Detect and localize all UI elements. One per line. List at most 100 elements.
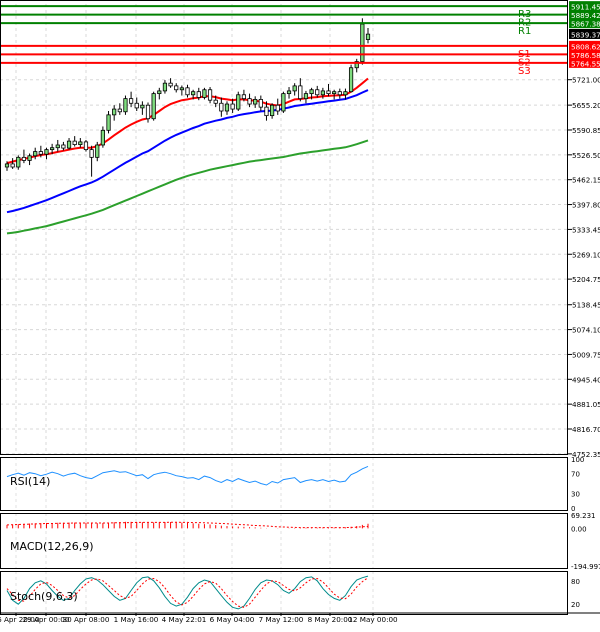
candle-body (292, 85, 297, 92)
level-price-label: 5911.45 (571, 3, 600, 12)
candle-body (264, 106, 269, 117)
candle-body (83, 141, 89, 151)
candle-body (365, 33, 371, 40)
price-tick-label: 4881.05 (572, 400, 600, 409)
level-price-label: 5764.55 (571, 59, 600, 68)
price-tick-label: 5462.15 (572, 176, 600, 185)
rsi-label: RSI(14) (10, 475, 50, 488)
rsi-tick-label: 100 (571, 456, 584, 464)
rsi-line (6, 465, 369, 486)
price-tick-label: 5204.75 (572, 275, 600, 284)
stoch-d-line (6, 577, 369, 608)
candle-body (145, 104, 151, 120)
candle-body (224, 103, 230, 112)
candle-body (66, 140, 72, 149)
price-tick-label: 4816.70 (572, 425, 600, 434)
time-tick-label: 7 May 12:00 (259, 615, 304, 624)
macd-tick-label: -194.997 (571, 563, 600, 571)
level-price-label: 5786.58 (571, 51, 600, 60)
candle-body (236, 94, 241, 110)
price-axis: 5721.00 5655.20 5590.85 5526.50 5462.15 5397.… (568, 76, 600, 459)
candle-body (10, 163, 15, 168)
candle-body (168, 82, 173, 87)
level-price-label: 5889.42 (571, 11, 600, 20)
candle-body (337, 91, 342, 96)
level-price-tag (569, 49, 600, 60)
macd-tick-label: 69.231 (571, 512, 596, 520)
candle-body (320, 90, 325, 96)
candle-body (123, 98, 128, 113)
candle-body (4, 163, 10, 168)
candle-body (326, 90, 331, 95)
stoch-k-line (6, 575, 369, 610)
candle-body (270, 104, 275, 117)
candle-body (38, 151, 43, 155)
level-price-tag (569, 9, 600, 20)
level-price-tag (569, 57, 600, 68)
candle-body (315, 89, 320, 96)
stoch-label: Stoch(9,6,3) (10, 590, 78, 603)
candlesticks (4, 18, 371, 177)
macd-tick-label: 0.00 (571, 525, 587, 533)
rsi-tick-label: 30 (571, 490, 580, 498)
rsi-tick-label: 0 (571, 505, 575, 513)
price-tick-label: 5138.45 (572, 301, 600, 310)
time-tick-label: 6 May 04:00 (210, 615, 255, 624)
candle-body (196, 91, 201, 98)
pivot-levels: R35911.45R25889.42R15867.38S15808.62S257… (0, 1, 600, 77)
level-price-tag (569, 1, 600, 12)
candle-body (281, 93, 286, 112)
candle-body (106, 114, 111, 131)
candle-body (286, 90, 292, 95)
indicator-panel-border (0, 513, 568, 569)
time-tick-label: 4 May 22:01 (162, 615, 207, 624)
price-grid (0, 4, 568, 614)
candle-body (162, 82, 168, 92)
moving-average-line (6, 89, 369, 214)
main-panel-border (0, 0, 568, 455)
panel-frames (0, 0, 600, 615)
macd-label: MACD(12,26,9) (10, 540, 94, 553)
moving-averages (6, 77, 369, 235)
price-tick-label: 5590.85 (572, 126, 600, 135)
candle-body (134, 102, 139, 109)
candle-body (100, 129, 105, 146)
candle-body (191, 91, 196, 96)
candle-body (179, 87, 184, 91)
candle-body (44, 149, 49, 155)
candle-body (151, 93, 156, 120)
candle-body (275, 104, 280, 112)
candle-body (117, 108, 122, 113)
indicator-panel-border (0, 571, 568, 615)
price-tick-label: 5333.45 (572, 225, 600, 234)
candle-body (219, 102, 224, 112)
candle-body (354, 61, 359, 69)
stoch-tick-label: 80 (571, 578, 580, 586)
candle-body (27, 155, 32, 161)
rsi-tick-label: 70 (571, 471, 580, 479)
candle-body (303, 93, 309, 100)
candle-body (89, 149, 94, 158)
level-price-label: 5808.62 (571, 42, 600, 51)
time-tick-label: 8 May 20:00 (308, 615, 353, 624)
level-price-tag (569, 40, 600, 51)
candle-body (174, 85, 179, 91)
time-tick-label: 30 Apr 08:00 (63, 615, 110, 624)
candle-body (55, 144, 60, 149)
level-name-r1: R1 (518, 26, 531, 37)
level-price-tag (569, 18, 600, 29)
candle-body (230, 103, 235, 110)
candle-body (309, 89, 314, 95)
level-name-s3: S3 (518, 66, 531, 77)
price-tick-label: 5269.10 (572, 250, 600, 259)
time-tick-label: 1 May 16:00 (114, 615, 159, 624)
candle-body (258, 99, 263, 108)
candle-body (247, 98, 252, 105)
current-price-label: 5839.37 (571, 30, 600, 39)
candle-body (95, 144, 100, 158)
candle-body (78, 141, 83, 146)
candle-body (140, 104, 145, 109)
candle-body (185, 87, 190, 96)
